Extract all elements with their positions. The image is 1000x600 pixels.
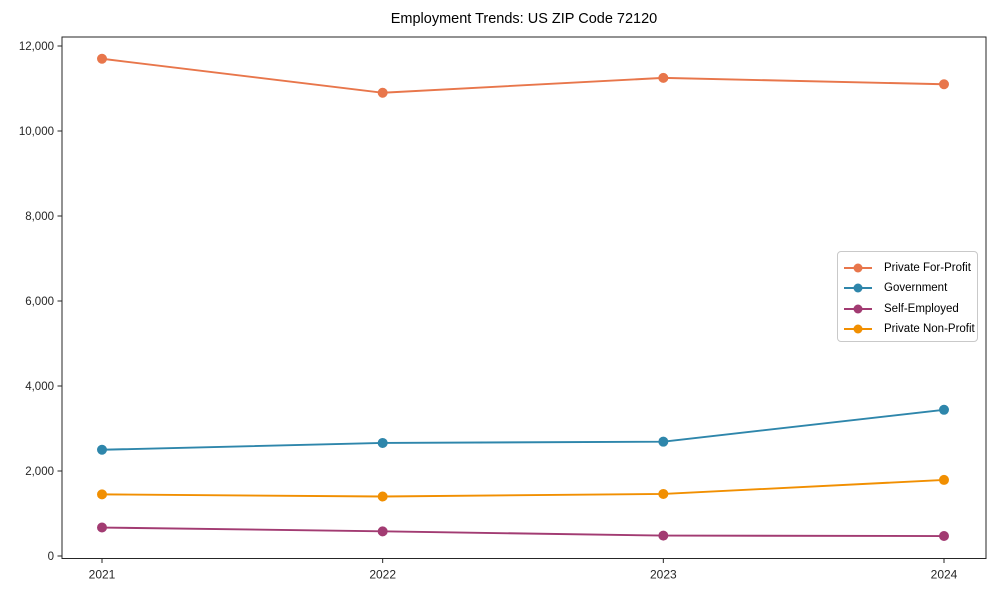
chart-title: Employment Trends: US ZIP Code 72120 [390, 11, 658, 27]
data-point [97, 444, 107, 455]
legend-label: Government [884, 282, 948, 295]
legend-entry: Government [844, 278, 977, 298]
y-tick-label: 8,000 [25, 211, 54, 223]
y-tick-label: 0 [48, 551, 54, 563]
legend-entry: Self-Employed [844, 299, 977, 319]
data-point [939, 404, 949, 415]
data-point [658, 436, 669, 447]
data-point [658, 72, 669, 83]
y-tick-label: 12,000 [19, 41, 54, 53]
y-tick-label: 10,000 [19, 126, 54, 138]
x-tick-label: 2023 [650, 568, 677, 582]
y-tick-label: 6,000 [25, 296, 54, 308]
data-point [377, 526, 388, 537]
series-line [101, 478, 945, 498]
data-point [939, 474, 949, 485]
legend-line-marker-icon [844, 303, 872, 314]
data-point [658, 488, 669, 499]
data-point [97, 522, 107, 533]
legend-label: Self-Employed [884, 302, 959, 315]
data-point [377, 491, 388, 502]
data-point [377, 437, 388, 448]
legend: Private For-Profit Government Self-Emplo… [837, 251, 978, 342]
legend-line-marker-icon [844, 324, 872, 335]
legend-line-marker-icon [844, 263, 872, 274]
data-point [377, 87, 388, 98]
legend-label: Private For-Profit [884, 262, 971, 275]
data-point [939, 79, 949, 90]
legend-entry: Private For-Profit [844, 258, 977, 278]
legend-label: Private Non-Profit [884, 323, 975, 336]
axes-spines [61, 36, 987, 559]
legend-entry: Private Non-Profit [844, 319, 977, 339]
legend-line-marker-icon [844, 283, 872, 294]
y-tick-label: 2,000 [25, 466, 54, 478]
series-line [101, 526, 945, 537]
y-tick-label: 4,000 [25, 381, 54, 393]
series-line [101, 408, 945, 451]
series-line [101, 57, 945, 94]
data-point [939, 531, 949, 542]
x-tick-label: 2021 [89, 568, 116, 582]
x-tick-label: 2024 [931, 568, 958, 582]
data-point [97, 489, 107, 500]
data-point [97, 53, 107, 64]
x-tick-label: 2022 [369, 568, 396, 582]
data-point [658, 530, 669, 541]
